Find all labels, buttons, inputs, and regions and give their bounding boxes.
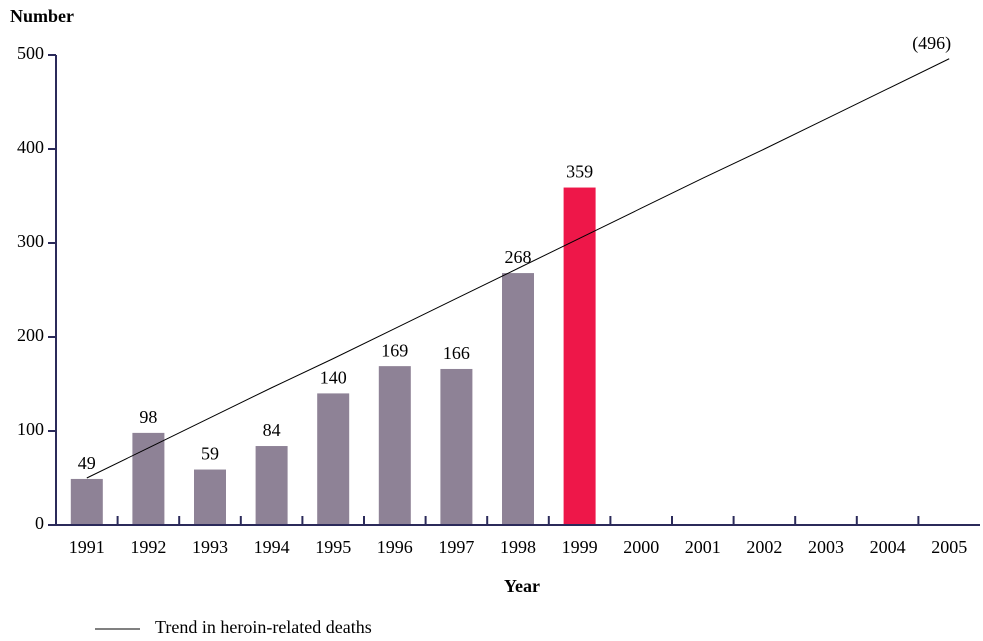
x-axis-title: Year [504,576,540,596]
x-tick-label: 2003 [808,537,844,557]
bar-label: 140 [320,368,347,388]
bar-label: 166 [443,343,470,363]
bar-label: 84 [263,420,281,440]
x-tick-label: 1996 [377,537,413,557]
x-tick-label: 2001 [685,537,721,557]
x-tick-label: 1998 [500,537,536,557]
x-tick-label: 2004 [870,537,906,557]
x-tick-label: 1995 [315,537,351,557]
y-tick-label: 300 [17,231,44,251]
bar [255,446,288,525]
y-tick-label: 200 [17,325,44,345]
y-tick-label: 500 [17,43,44,63]
bar-label: 98 [139,407,157,427]
x-tick-label: 1992 [130,537,166,557]
bar-label: 169 [381,340,408,360]
trend-line [86,58,950,479]
y-tick-label: 100 [17,419,44,439]
x-tick-label: 1997 [438,537,474,557]
bar-label: 49 [78,453,96,473]
y-tick-label: 400 [17,137,44,157]
x-tick-label: 2005 [931,537,967,557]
x-tick-label: 1993 [192,537,228,557]
bar [132,432,165,525]
y-axis-title: Number [10,6,74,26]
x-tick-label: 2002 [746,537,782,557]
x-tick-label: 1994 [254,537,290,557]
x-tick-label: 2000 [623,537,659,557]
x-tick-label: 1999 [562,537,598,557]
x-tick-label: 1991 [69,537,105,557]
bar-label: 268 [505,247,532,267]
y-tick-label: 0 [35,513,44,533]
bar [70,478,103,525]
bar [440,368,473,525]
bar [378,366,411,525]
trend-label: (496) [912,33,951,54]
bar [502,273,534,525]
bar [194,469,226,525]
bar [317,393,350,525]
bar-label: 59 [201,444,219,464]
legend-label: Trend in heroin-related deaths [155,617,372,637]
bar-label: 359 [566,162,593,182]
